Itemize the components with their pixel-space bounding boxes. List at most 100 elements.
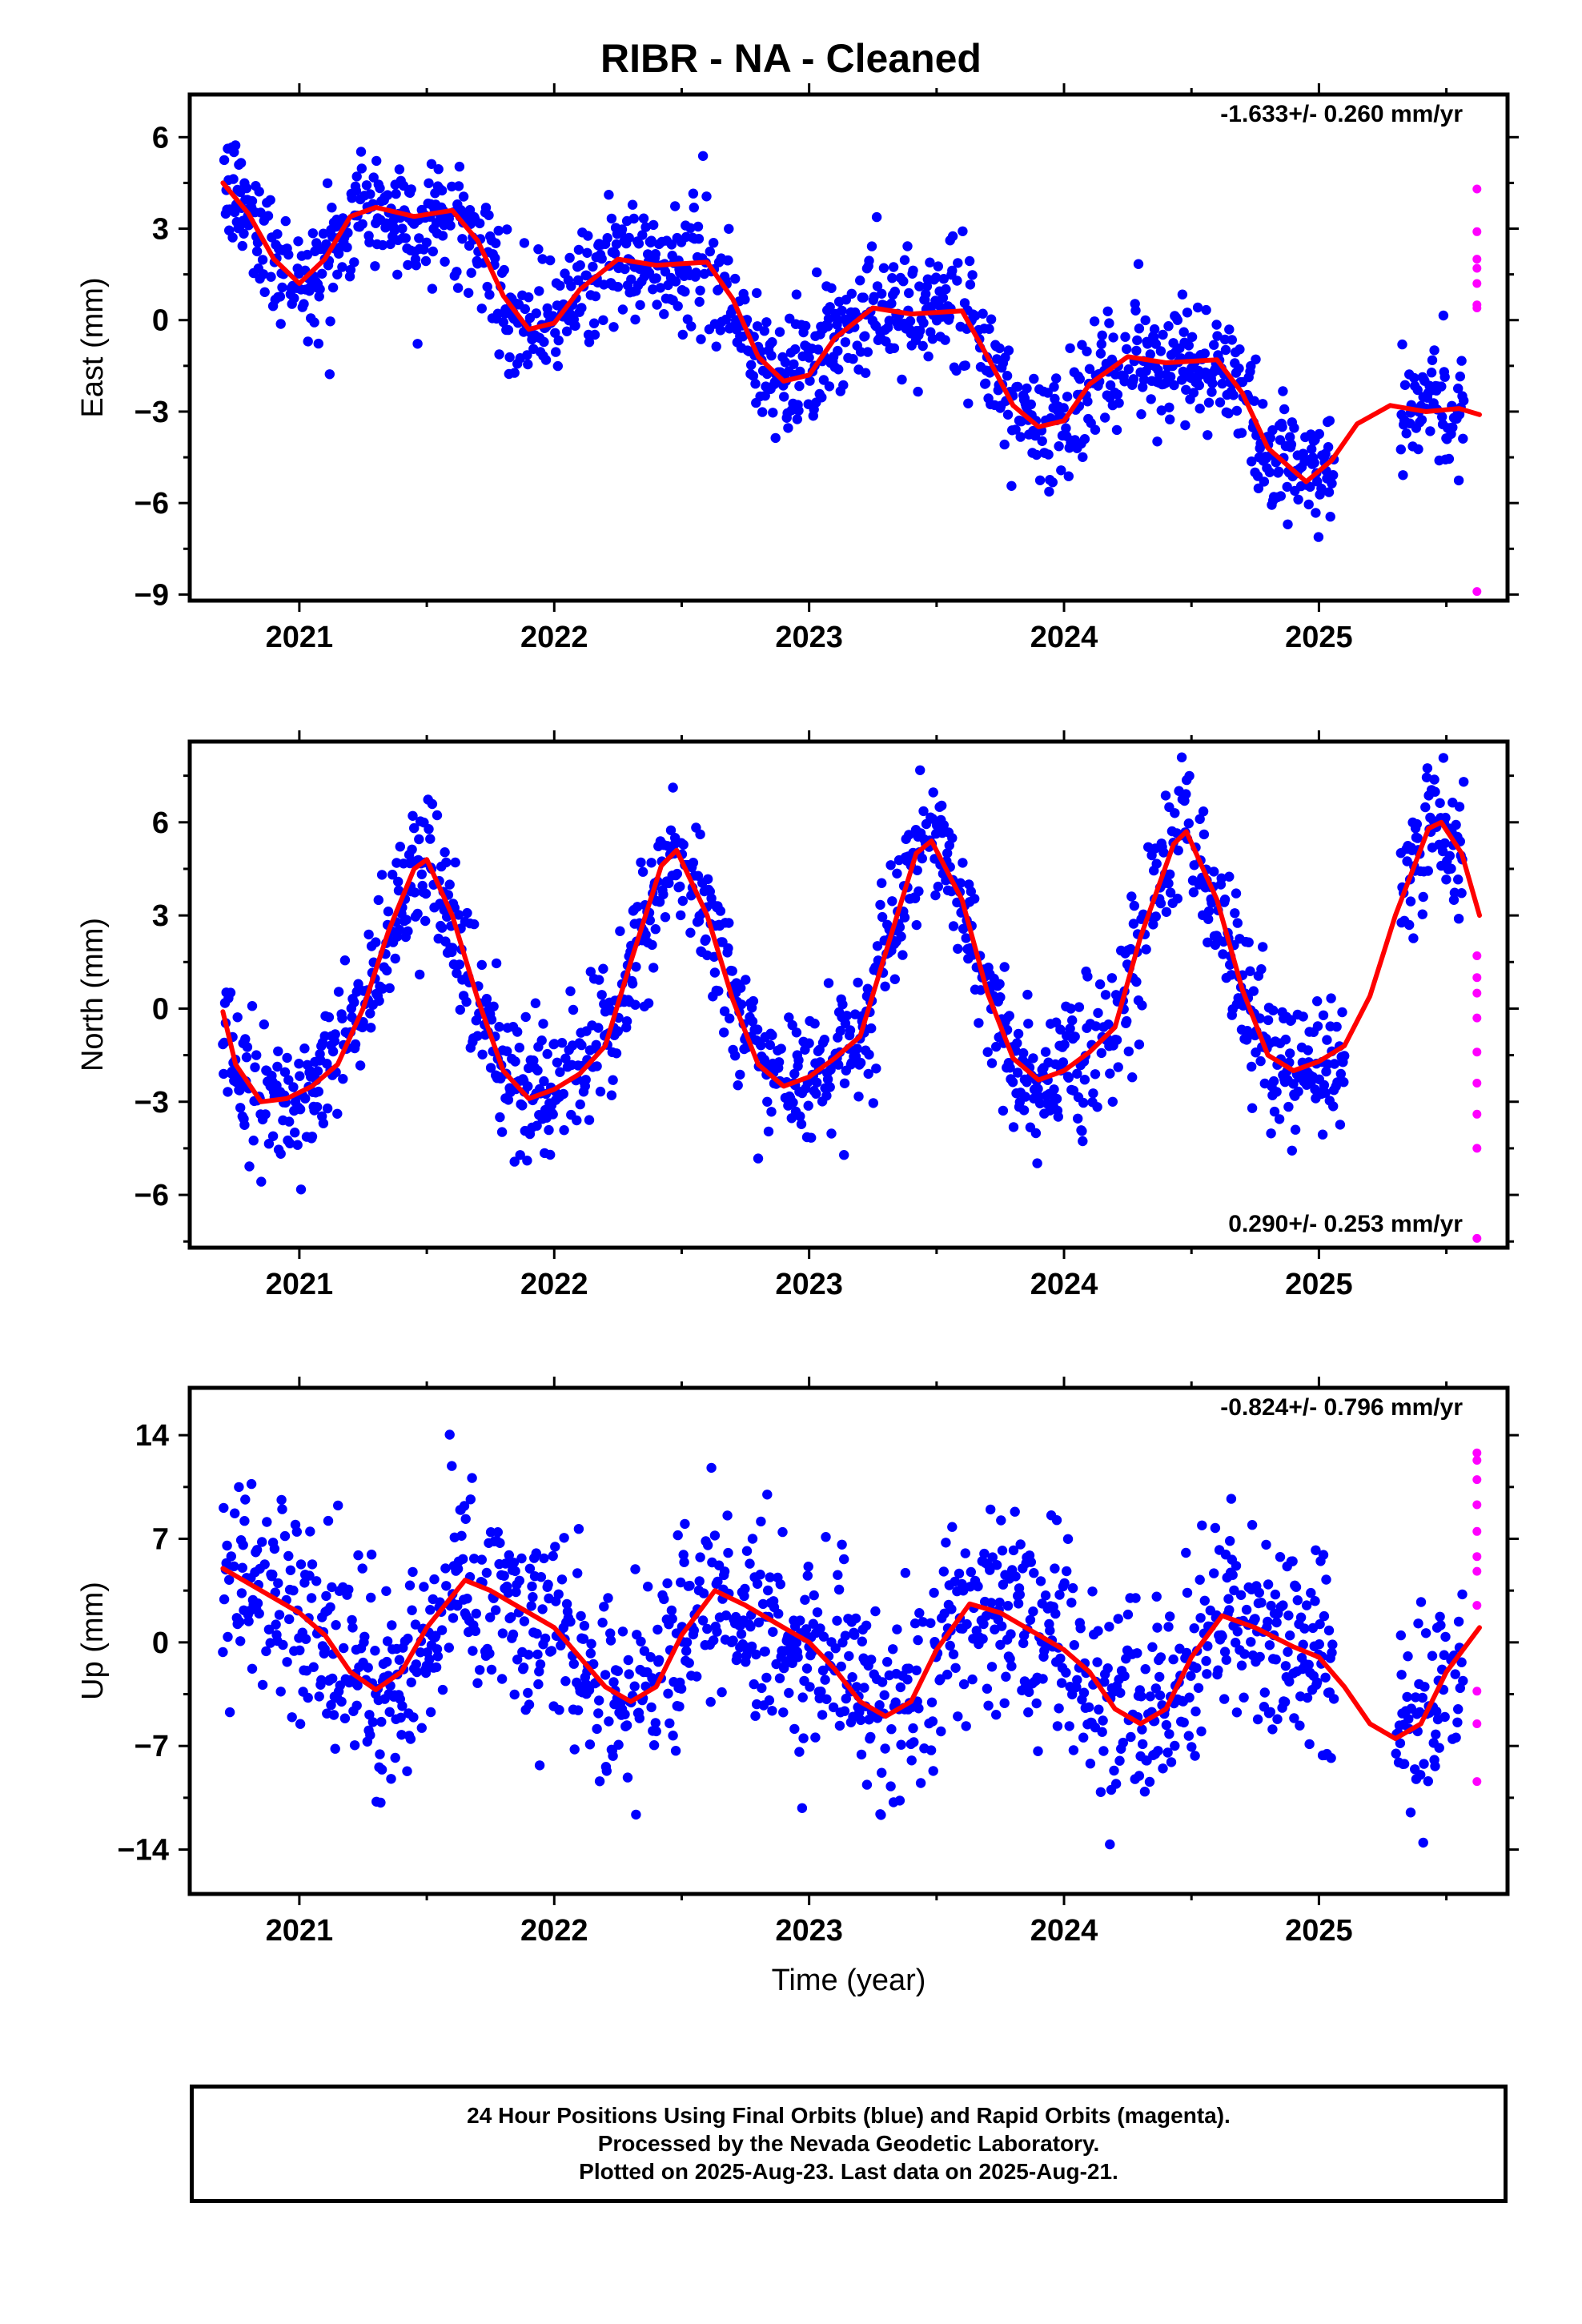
up-final-point xyxy=(624,1669,634,1679)
north-final-point xyxy=(727,966,737,976)
east-final-point xyxy=(1178,327,1189,337)
east-final-point xyxy=(1084,364,1095,374)
east-final-point xyxy=(846,288,857,299)
east-final-point xyxy=(746,360,757,370)
up-final-point xyxy=(926,1697,938,1707)
east-final-point xyxy=(452,267,462,277)
up-final-point xyxy=(597,1618,608,1628)
up-final-point xyxy=(1209,1568,1219,1578)
east-x-axis: 2021 2022 2023 2024 2025 xyxy=(266,83,1448,654)
north-final-point xyxy=(685,927,696,938)
north-final-point xyxy=(809,1019,820,1029)
east-final-point xyxy=(332,269,343,279)
east-final-point xyxy=(566,281,576,292)
east-rapid-point xyxy=(1472,279,1482,288)
east-final-point xyxy=(1138,375,1150,385)
east-final-point xyxy=(1156,405,1167,416)
up-final-point xyxy=(622,1772,633,1783)
east-final-point xyxy=(1090,424,1101,435)
up-final-point xyxy=(730,1611,741,1622)
north-final-point xyxy=(416,869,427,879)
east-final-point xyxy=(314,292,324,302)
up-final-point xyxy=(1210,1522,1221,1534)
east-final-point xyxy=(1180,420,1191,431)
east-final-point xyxy=(534,286,544,296)
up-final-point xyxy=(295,1559,307,1570)
up-final-point xyxy=(1213,1665,1223,1675)
up-final-point xyxy=(847,1672,857,1683)
up-final-point xyxy=(709,1530,721,1541)
up-final-point xyxy=(768,1626,778,1637)
north-final-point xyxy=(295,1071,305,1081)
north-final-point xyxy=(871,1063,881,1074)
east-final-point xyxy=(970,311,981,321)
north-final-point xyxy=(327,1046,339,1057)
east-rapid-point xyxy=(1472,587,1482,597)
up-final-point xyxy=(524,1563,536,1574)
east-final-point xyxy=(967,270,978,280)
up-final-point xyxy=(1119,1671,1130,1682)
north-final-point xyxy=(1007,1077,1018,1088)
up-final-point xyxy=(753,1617,764,1628)
up-final-point xyxy=(504,1550,514,1561)
east-final-point xyxy=(492,308,503,319)
up-final-point xyxy=(584,1739,596,1750)
up-final-point xyxy=(1405,1807,1416,1818)
up-final-point xyxy=(305,1526,315,1537)
north-final-point xyxy=(1165,869,1175,879)
east-final-point xyxy=(1002,409,1014,420)
up-final-point xyxy=(593,1708,604,1719)
north-final-point xyxy=(409,887,420,898)
east-final-point xyxy=(1150,339,1162,349)
up-final-point xyxy=(886,1724,897,1735)
east-final-point xyxy=(813,344,824,355)
east-final-point xyxy=(370,261,380,271)
up-final-point xyxy=(603,1593,613,1603)
up-final-point xyxy=(299,1578,310,1588)
north-final-point xyxy=(826,1128,837,1139)
up-final-point xyxy=(254,1608,264,1619)
east-final-point xyxy=(519,238,530,248)
east-final-point xyxy=(633,239,644,249)
up-final-point xyxy=(818,1631,829,1642)
east-final-point xyxy=(1132,335,1142,346)
north-final-point xyxy=(491,958,502,969)
north-final-point xyxy=(1444,850,1456,861)
north-rapid-point xyxy=(1472,1079,1482,1088)
up-model-curve xyxy=(220,1566,1482,1741)
up-final-point xyxy=(508,1629,519,1640)
up-final-point xyxy=(325,1602,335,1613)
north-final-point xyxy=(1158,847,1169,858)
up-final-point xyxy=(506,1612,516,1622)
east-final-point xyxy=(774,327,785,337)
north-final-point xyxy=(1209,866,1219,877)
north-final-point xyxy=(632,902,643,912)
north-final-point xyxy=(654,897,665,907)
north-final-point xyxy=(436,923,448,933)
east-final-point xyxy=(1274,466,1284,476)
up-final-point xyxy=(330,1743,340,1754)
up-final-point xyxy=(1191,1706,1201,1717)
east-final-point xyxy=(617,304,628,315)
east-final-point xyxy=(1212,331,1223,341)
north-final-point xyxy=(686,891,697,901)
north-final-point xyxy=(350,1039,361,1050)
east-final-point xyxy=(397,223,408,234)
north-final-point xyxy=(1072,1068,1082,1079)
up-final-point xyxy=(471,1608,481,1619)
north-final-point xyxy=(1318,1010,1329,1020)
east-final-point xyxy=(475,218,485,229)
north-final-point xyxy=(1195,814,1205,824)
up-final-point xyxy=(405,1734,416,1744)
up-final-point xyxy=(1162,1747,1173,1758)
up-final-point xyxy=(230,1508,240,1518)
north-final-point xyxy=(1053,1112,1064,1122)
up-y-tick-label: 0 xyxy=(152,1626,169,1660)
north-final-point xyxy=(1067,1015,1078,1026)
up-final-point xyxy=(247,1663,258,1674)
up-final-point xyxy=(407,1605,417,1615)
up-final-point xyxy=(307,1559,318,1570)
east-final-point xyxy=(1259,476,1270,487)
up-final-point xyxy=(316,1675,327,1686)
north-final-point xyxy=(292,1140,303,1150)
